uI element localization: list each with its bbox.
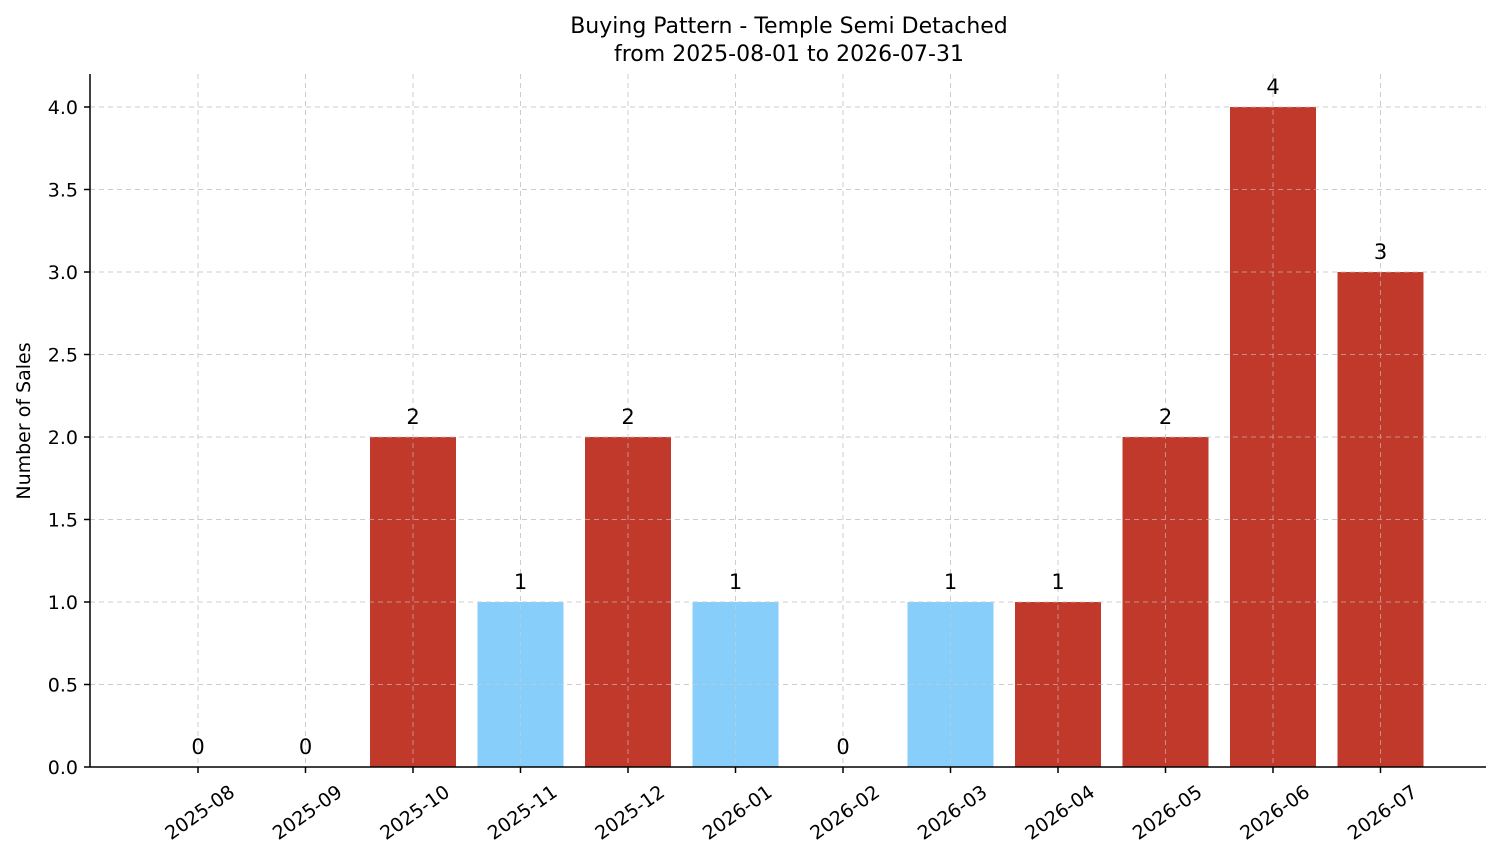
x-tick-label: 2025-10 <box>376 781 454 845</box>
x-tick-label: 2026-06 <box>1236 781 1314 845</box>
y-tick-label: 2.5 <box>48 345 78 367</box>
y-tick-label: 3.5 <box>48 180 78 202</box>
bar-value-label: 0 <box>191 735 204 759</box>
y-tick-label: 4.0 <box>48 97 78 119</box>
x-tick-label: 2025-11 <box>484 781 562 845</box>
x-tick-label: 2026-03 <box>914 781 992 845</box>
bar-value-label: 1 <box>1051 570 1064 594</box>
x-tick-label: 2026-01 <box>699 781 777 845</box>
bar-value-label: 3 <box>1374 240 1387 264</box>
bar-value-label: 1 <box>729 570 742 594</box>
bars <box>370 107 1424 767</box>
chart-title: Buying Pattern - Temple Semi Detached <box>570 14 1008 39</box>
axes <box>84 74 1486 773</box>
y-tick-label: 1.0 <box>48 592 78 614</box>
x-tick-label: 2026-04 <box>1021 781 1099 845</box>
bar-value-label: 4 <box>1266 75 1279 99</box>
bar-value-label: 1 <box>514 570 527 594</box>
bar-value-label: 2 <box>406 405 419 429</box>
y-axis-label: Number of Sales <box>13 342 35 499</box>
y-tick-label: 3.0 <box>48 262 78 284</box>
y-tick-label: 0.0 <box>48 757 78 779</box>
x-tick-label: 2025-09 <box>269 781 347 845</box>
y-tick-label: 1.5 <box>48 510 78 532</box>
x-tick-label: 2025-12 <box>591 781 669 845</box>
bar-value-labels: 0 0 2 1 2 1 0 1 1 2 4 3 <box>191 75 1387 759</box>
x-tick-label: 2026-07 <box>1344 781 1422 845</box>
x-tick-label: 2026-05 <box>1129 781 1207 845</box>
x-tick-label: 2025-08 <box>161 781 239 845</box>
bar-value-label: 2 <box>621 405 634 429</box>
y-tick-label: 2.0 <box>48 427 78 449</box>
bar-value-label: 1 <box>944 570 957 594</box>
bar-value-label: 0 <box>299 735 312 759</box>
bar-value-label: 0 <box>836 735 849 759</box>
y-tick-labels: 0.0 0.5 1.0 1.5 2.0 2.5 3.0 3.5 4.0 <box>48 97 78 779</box>
y-tick-label: 0.5 <box>48 675 78 697</box>
bar-value-label: 2 <box>1159 405 1172 429</box>
chart-subtitle: from 2025-08-01 to 2026-07-31 <box>614 42 964 67</box>
x-tick-labels: 2025-08 2025-09 2025-10 2025-11 2025-12 2026-… <box>161 781 1421 845</box>
x-tick-label: 2026-02 <box>806 781 884 845</box>
